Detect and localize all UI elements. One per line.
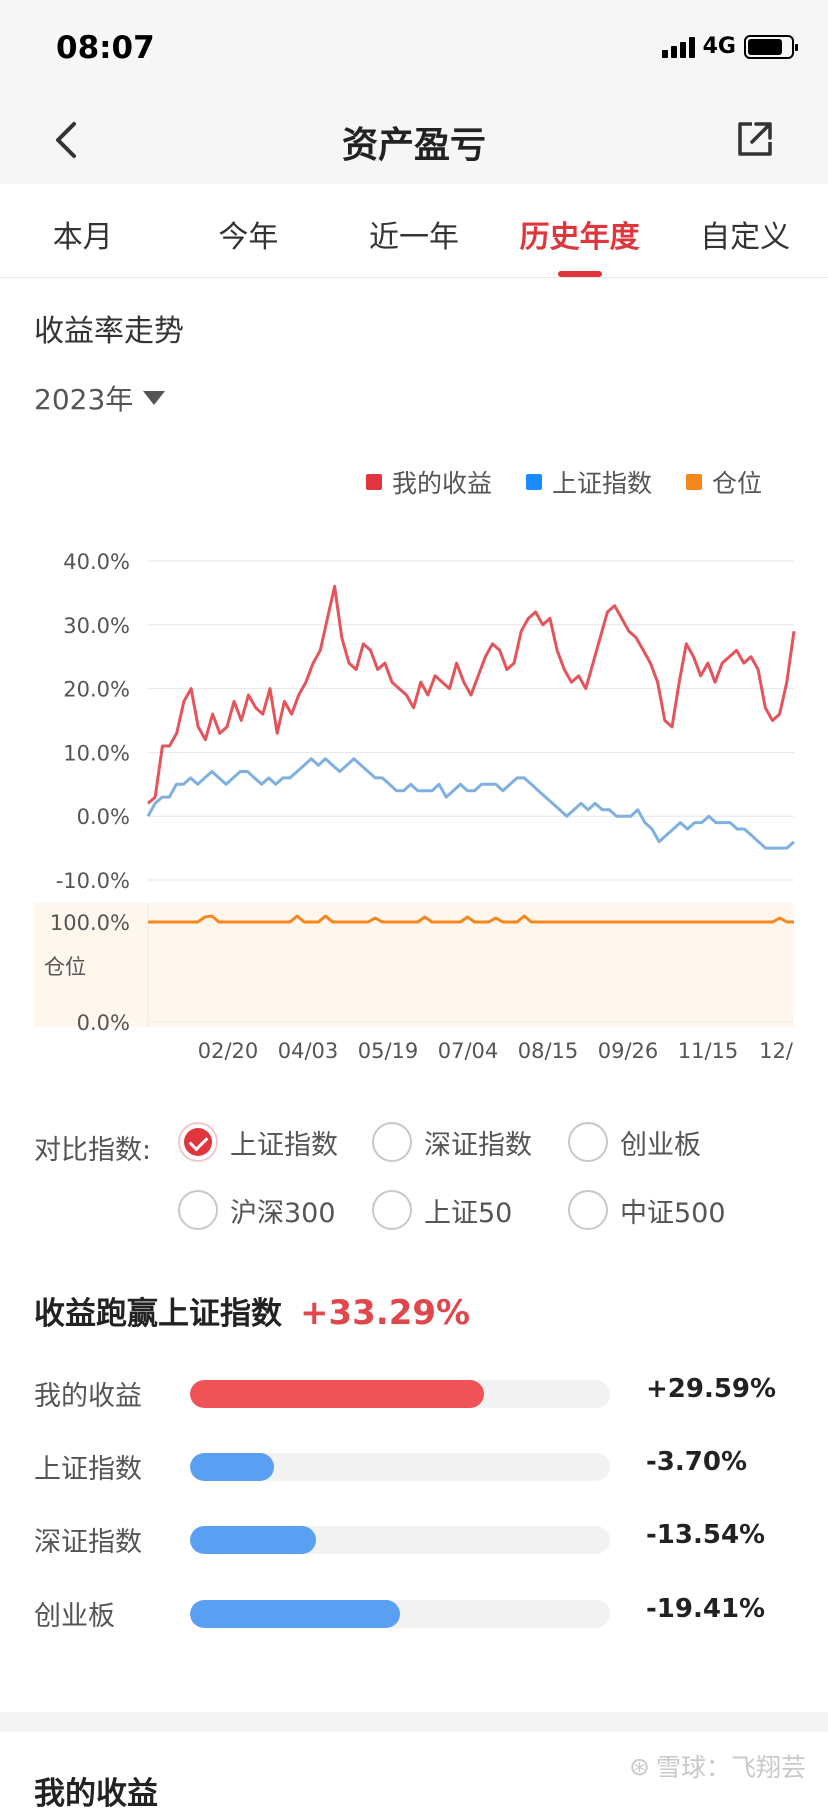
y-tick-label: 100.0% [50,911,130,935]
dropdown-triangle-icon [143,391,166,405]
legend-label: 仓位 [711,469,762,498]
outperform-value: +33.29% [300,1293,471,1333]
bar-value: -13.54% [646,1520,766,1550]
bar-track [190,1380,610,1408]
option-szse-index[interactable]: 深证指数 [372,1122,532,1162]
option-csi500[interactable]: 中证500 [568,1190,726,1230]
option-sse-index[interactable]: 上证指数 [178,1122,338,1162]
chart-legend: 我的收益 上证指数 仓位 [365,464,762,500]
x-tick-label: 11/15 [678,1039,739,1063]
bar-fill [190,1600,400,1628]
year-selector[interactable]: 2023年 [34,378,166,418]
y-tick-label: 40.0% [63,550,130,574]
status-bar: 08:07 4G [0,0,828,96]
legend-item-my-return: 我的收益 [365,464,492,500]
checkbox-icon[interactable] [568,1122,608,1162]
option-label: 创业板 [620,1129,701,1161]
position-panel [34,903,794,1027]
y-tick-label: 30.0% [63,614,130,638]
legend-label: 我的收益 [391,469,492,498]
legend-swatch [365,474,382,490]
bar-fill [190,1380,484,1408]
legend-item-sse-index: 上证指数 [525,464,652,500]
trend-title: 收益率走势 [34,314,184,349]
x-tick-label: 02/20 [198,1039,259,1063]
bar-value: -3.70% [646,1447,747,1477]
x-tick-label: 07/04 [438,1039,499,1063]
legend-item-position: 仓位 [685,464,762,500]
y-tick-label: 10.0% [63,741,130,765]
tab-last-year[interactable]: 近一年 [368,220,459,255]
compare-label: 对比指数: [34,1135,152,1166]
section-divider [0,1712,828,1732]
series-line [147,585,796,805]
bar-label: 创业板 [34,1601,115,1632]
network-label: 4G [702,34,736,59]
legend-swatch [685,474,702,490]
legend-swatch [525,474,542,490]
option-label: 上证指数 [230,1129,338,1161]
checkbox-checked-icon[interactable] [178,1122,218,1162]
battery-icon [744,34,798,59]
watermark-text: 雪球：飞翔芸 [655,1753,806,1782]
y-tick-label: -10.0% [56,869,130,893]
option-label: 深证指数 [424,1129,532,1161]
tab-custom[interactable]: 自定义 [700,220,791,255]
bar-value: -19.41% [646,1594,766,1624]
option-label: 上证50 [424,1197,513,1229]
y-tick-label: 0.0% [77,805,130,829]
option-label: 沪深300 [230,1197,336,1229]
option-csi300[interactable]: 沪深300 [178,1190,336,1230]
checkbox-icon[interactable] [568,1190,608,1230]
back-icon[interactable] [48,118,88,162]
y-tick-label: 20.0% [63,678,130,702]
option-chinext[interactable]: 创业板 [568,1122,701,1162]
bar-row-sse-index: 上证指数 -3.70% [34,1443,794,1485]
my-return-section-title: 我的收益 [34,1776,158,1812]
outperform-title: 收益跑赢上证指数 [34,1296,282,1332]
y-axis-label: 仓位 [44,955,86,979]
year-label: 2023年 [34,383,134,416]
x-tick-label: 04/03 [278,1039,339,1063]
bar-fill [190,1526,316,1554]
option-sse50[interactable]: 上证50 [372,1190,512,1230]
checkbox-icon[interactable] [178,1190,218,1230]
bar-fill [190,1453,274,1481]
series-line [146,757,796,850]
bar-row-szse-index: 深证指数 -13.54% [34,1516,794,1558]
bar-label: 深证指数 [34,1527,142,1558]
watermark: ⊛ 雪球：飞翔芸 [629,1748,806,1784]
bar-track [190,1600,610,1628]
snowball-logo-icon: ⊛ [629,1751,650,1781]
x-tick-label: 08/15 [518,1039,579,1063]
x-tick-label: 05/19 [358,1039,419,1063]
checkbox-icon[interactable] [372,1122,412,1162]
status-time: 08:07 [56,30,155,66]
bar-label: 我的收益 [34,1381,142,1412]
bar-row-chinext: 创业板 -19.41% [34,1590,794,1632]
tab-historical-year[interactable]: 历史年度 [497,184,663,277]
y-tick-label: 0.0% [77,1011,130,1035]
bar-value: +29.59% [646,1374,777,1404]
return-trend-chart: 40.0% 30.0% 20.0% 10.0% 0.0% -10.0% 100.0% 0.0… [34,550,796,1063]
period-tabs: 本月 今年 近一年 历史年度 自定义 [0,184,828,278]
tab-this-month[interactable]: 本月 [52,220,113,255]
bar-row-my-return: 我的收益 +29.59% [34,1370,794,1412]
position-line [148,914,794,924]
bar-track [190,1453,610,1481]
signal-icon [661,36,695,58]
option-label: 中证500 [620,1197,726,1229]
bar-label: 上证指数 [34,1454,142,1485]
checkbox-icon[interactable] [372,1190,412,1230]
x-tick-label: 12/ [759,1039,794,1063]
outperform-summary: 收益跑赢上证指数 +33.29% [34,1288,470,1333]
legend-label: 上证指数 [551,469,652,498]
share-icon[interactable] [732,116,778,162]
page-title: 资产盈亏 [341,125,486,166]
x-tick-label: 09/26 [598,1039,659,1063]
bar-track [190,1526,610,1554]
nav-bar: 资产盈亏 [0,96,828,184]
tab-this-year[interactable]: 今年 [218,220,279,255]
